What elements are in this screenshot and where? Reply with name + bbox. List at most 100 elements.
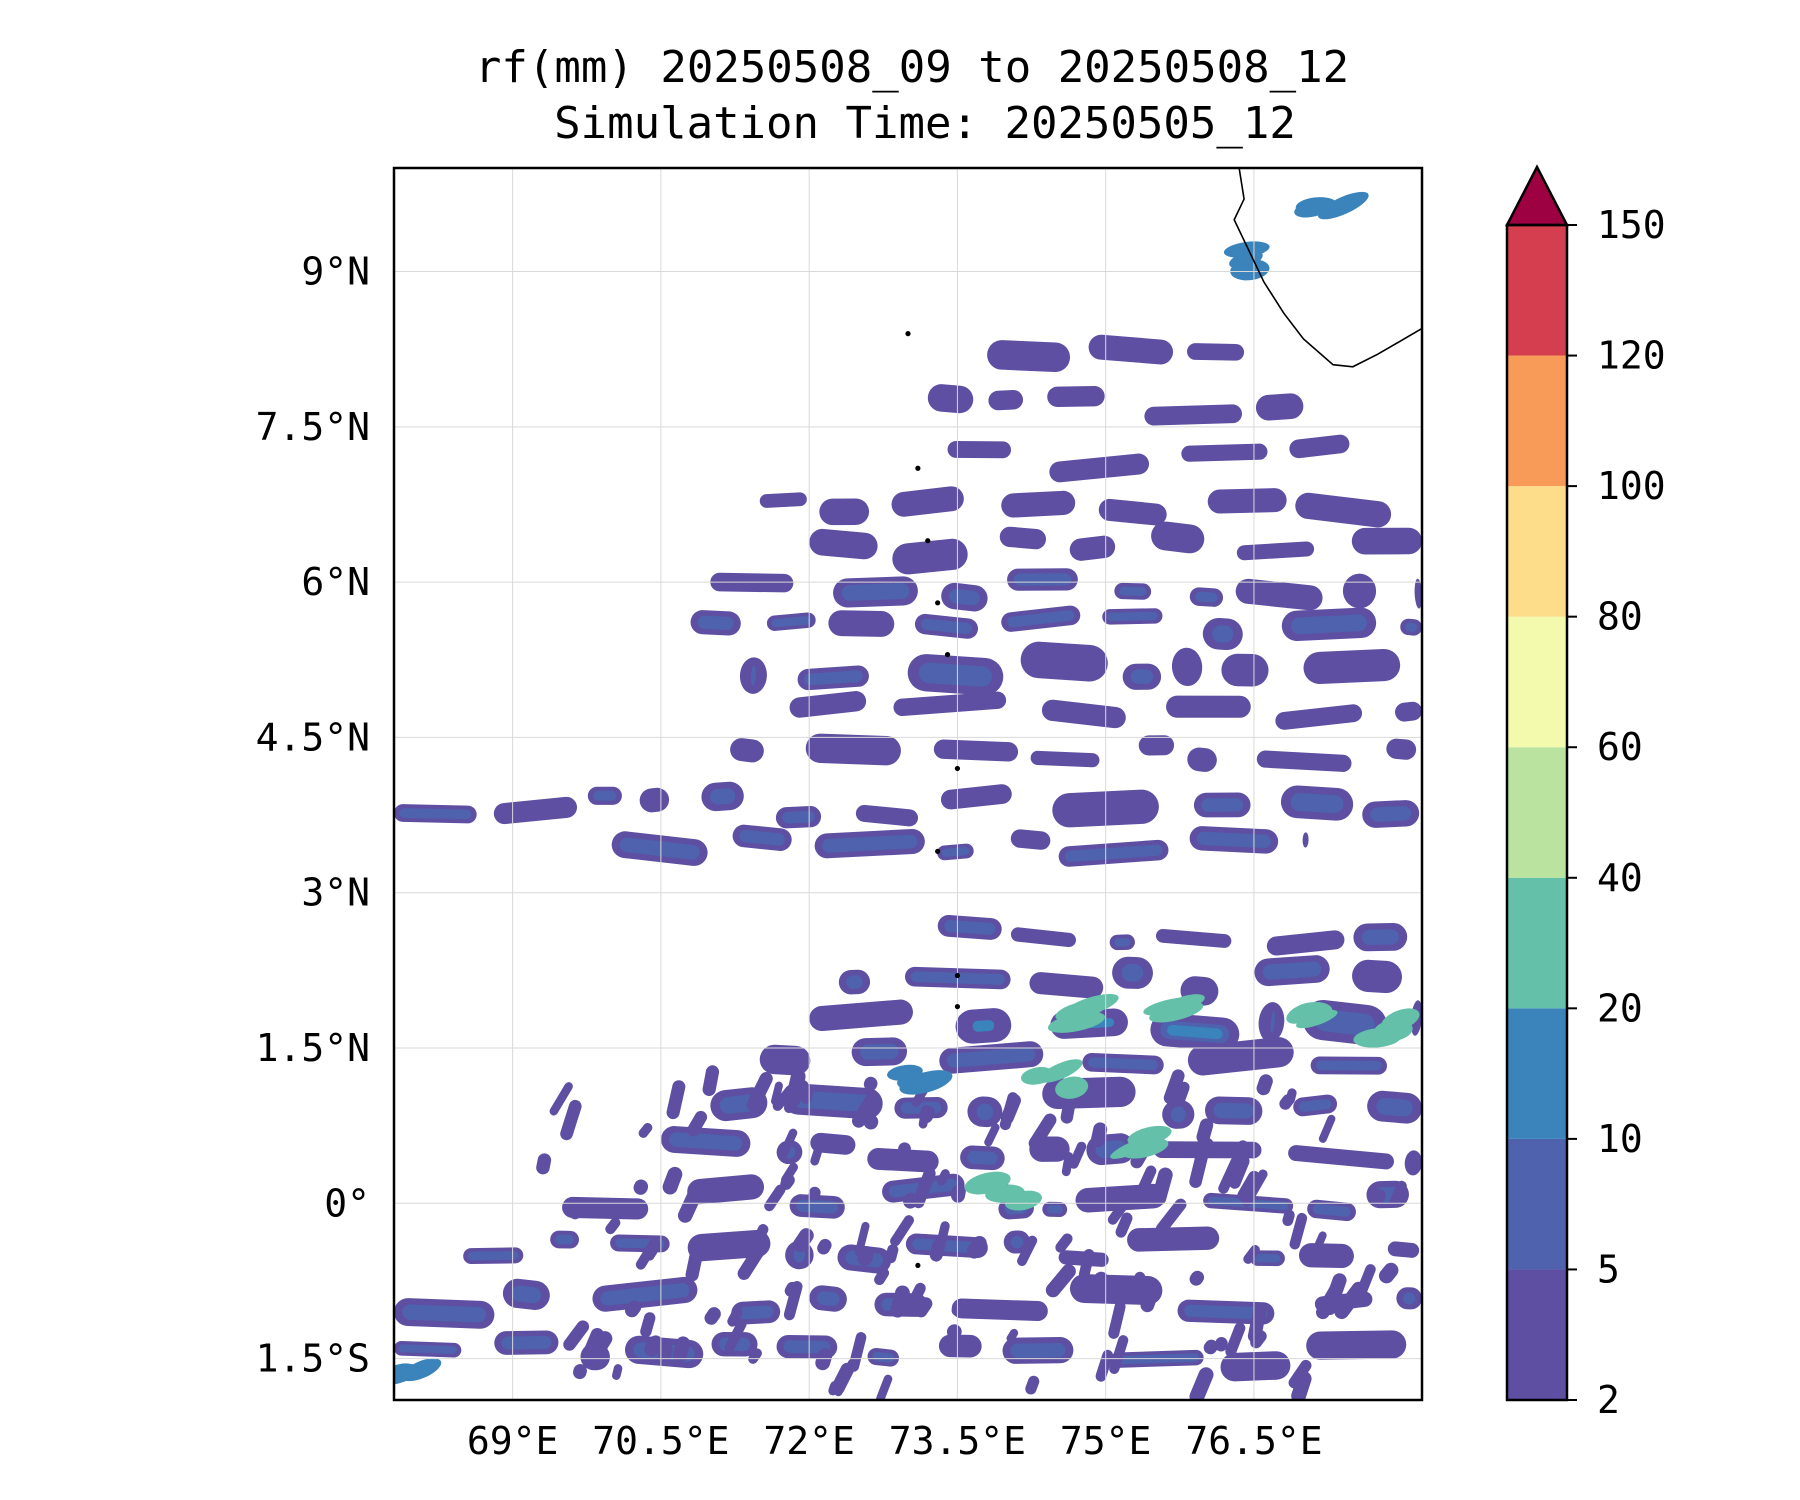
rainfall-cell	[1225, 1322, 1246, 1358]
rainfall-core	[394, 1364, 421, 1386]
rainfall-streak	[493, 796, 578, 825]
colorbar-tick-label: 150	[1597, 203, 1666, 247]
rainfall-cell	[1017, 1235, 1038, 1266]
rainfall-streak	[1289, 434, 1350, 459]
colorbar-tick-label: 80	[1597, 595, 1643, 639]
colorbar-segment	[1507, 1008, 1567, 1139]
rainfall-streak-inner	[738, 1305, 774, 1320]
rainfall-cell	[1389, 1180, 1407, 1208]
rainfall-streak-inner	[941, 847, 970, 857]
colorbar-tick-label: 10	[1597, 1117, 1643, 1161]
rainfall-cell	[1243, 1359, 1259, 1376]
rainfall-cell	[854, 1221, 870, 1257]
longitude-tick-label: 75°E	[1060, 1419, 1152, 1463]
rainfall-cell	[1203, 1339, 1219, 1355]
atoll-marker	[935, 600, 941, 606]
rainfall-streak-inner	[1361, 929, 1399, 945]
gridlines	[394, 168, 1422, 1400]
colorbar-segment	[1507, 877, 1567, 1009]
colorbar-segment	[1507, 1138, 1567, 1270]
rainfall-streak-inner	[1298, 1098, 1332, 1112]
rainfall-cell	[724, 1318, 747, 1353]
rainfall-cell	[633, 1179, 649, 1195]
rainfall-cell	[1109, 1335, 1129, 1374]
rainfall-cell	[1378, 1262, 1399, 1284]
rainfall-cell	[770, 1081, 783, 1106]
rainfall-cell	[1045, 1264, 1076, 1298]
rainfall-cell	[1228, 1155, 1250, 1189]
rainfall-streak	[1255, 393, 1304, 421]
colorbar-segment	[1507, 1269, 1567, 1400]
rainfall-cell	[1151, 1167, 1173, 1206]
rainfall-core	[1230, 259, 1270, 281]
rainfall-streak	[1047, 386, 1105, 408]
rainfall-cell	[1196, 1118, 1214, 1144]
rainfall-cell	[783, 1281, 803, 1321]
rainfall-streak	[1020, 641, 1108, 682]
rainfall-streak-inner	[1270, 1011, 1275, 1034]
rainfall-cell	[815, 1348, 833, 1371]
rainfall-streak-inner	[976, 1103, 994, 1121]
rainfall-streak-inner	[803, 670, 863, 686]
rainfall-cell	[1369, 1189, 1386, 1207]
rainfall-cell	[951, 1184, 966, 1203]
colorbar-segment	[1507, 225, 1567, 356]
rainfall-core	[1373, 1019, 1413, 1042]
rainfall-streak	[1042, 1076, 1136, 1109]
rainfall-streak	[759, 492, 807, 508]
rainfall-streak	[1187, 343, 1245, 361]
rainfall-cell	[1285, 1088, 1297, 1105]
rainfall-cell	[1028, 1113, 1057, 1150]
rainfall-streak	[1395, 701, 1422, 722]
rainfall-cell	[687, 1110, 708, 1137]
rainfall-streak	[1030, 750, 1100, 768]
rainfall-streak-inner	[1370, 806, 1412, 822]
rainfall-streak-inner	[872, 1351, 894, 1363]
rainfall-core	[1004, 1190, 1042, 1211]
rainfall-field	[394, 191, 1422, 1400]
rainfall-streak-inner	[1254, 1253, 1281, 1263]
map-area	[394, 168, 1422, 1400]
rainfall-cell	[1353, 1264, 1376, 1305]
rainfall-streak	[1404, 1150, 1422, 1176]
rainfall-cell	[1214, 1337, 1228, 1352]
rainfall-streak	[1275, 704, 1363, 730]
rainfall-streak	[819, 498, 870, 526]
rainfall-streak-inner	[1405, 622, 1418, 632]
colorbar-frame	[1505, 223, 1569, 1402]
rainfall-streak	[1088, 334, 1174, 365]
longitude-tick-label: 70.5°E	[592, 1419, 729, 1463]
colorbar-tick-label: 5	[1597, 1247, 1620, 1291]
rainfall-streak	[1041, 699, 1126, 729]
rainfall-cell	[874, 1267, 890, 1286]
rainfall-streak	[927, 384, 974, 414]
rainfall-streak-inner	[501, 1335, 552, 1350]
latitude-tick-label: 1.5°S	[256, 1337, 370, 1381]
rainfall-cell	[1282, 1209, 1295, 1227]
rainfall-streak-inner	[1316, 1060, 1382, 1071]
rainfall-streak-inner	[1262, 961, 1322, 980]
rainfall-streak	[639, 787, 670, 813]
rainfall-cell	[549, 1082, 573, 1116]
rainfall-streak-inner	[600, 1283, 690, 1306]
rainfall-streak-inner	[739, 829, 785, 846]
rainfall-streak	[1029, 972, 1104, 999]
rainfall-streak	[1187, 747, 1217, 772]
atoll-marker	[944, 651, 951, 658]
rainfall-streak-inner	[860, 1043, 899, 1060]
rainfall-streak	[1144, 404, 1242, 426]
rainfall-streak	[1166, 695, 1251, 718]
coastlines	[905, 168, 1422, 1269]
rainfall-cell	[1237, 1170, 1261, 1202]
rainfall-streak	[1386, 738, 1417, 760]
rainfall-cell	[612, 1364, 623, 1380]
rainfall-cell	[1241, 1169, 1268, 1208]
rainfall-core	[1055, 1000, 1106, 1022]
rainfall-streak-core	[1167, 1024, 1223, 1040]
rainfall-streak-inner	[1312, 1204, 1351, 1217]
rainfall-streak-inner	[398, 1344, 457, 1355]
rainfall-core	[1168, 994, 1205, 1010]
rainfall-cell	[903, 1192, 918, 1209]
colorbar-tick-label: 2	[1597, 1378, 1620, 1422]
rainfall-streak-inner	[796, 1199, 838, 1214]
